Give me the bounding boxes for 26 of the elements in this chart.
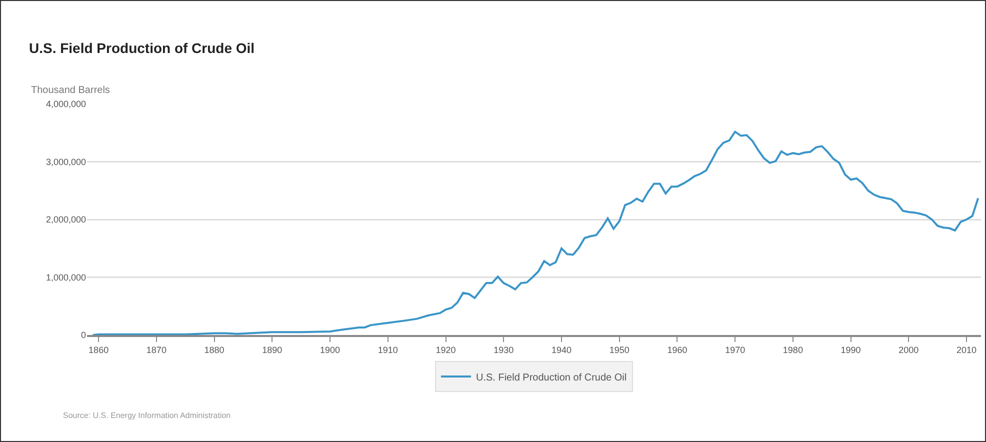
x-tick-label: 2000	[898, 344, 919, 355]
source-note: Source: U.S. Energy Information Administration	[63, 411, 231, 420]
x-tick-label: 1890	[262, 344, 282, 355]
x-tick-label: 1980	[782, 344, 803, 355]
x-tick-label: 1990	[840, 344, 861, 355]
x-tick-label: 1930	[494, 344, 514, 355]
line-series	[92, 130, 980, 335]
x-tick-label: 1900	[320, 344, 340, 355]
y-axis-title: Thousand Barrels	[31, 85, 110, 96]
y-tick-label: 1,000,000	[46, 272, 86, 282]
x-tick-label: 1880	[204, 344, 224, 355]
x-tick-label: 1950	[609, 344, 630, 355]
x-tick-label: 1970	[725, 344, 746, 355]
x-tick-label: 1870	[146, 344, 166, 355]
x-tick-label: 1860	[88, 344, 109, 355]
y-tick-label: 2,000,000	[46, 214, 86, 225]
x-tick-label: 1920	[436, 344, 456, 355]
y-tick-label: 0	[80, 330, 86, 340]
x-tick-label: 2010	[956, 344, 977, 355]
x-tick-label: 1960	[667, 344, 688, 355]
y-tick-label: 4,000,000	[46, 99, 86, 110]
x-tick-label: 1910	[378, 344, 398, 355]
y-tick-label: 3,000,000	[46, 156, 86, 167]
x-tick-label: 1940	[551, 344, 572, 355]
legend-label: U.S. Field Production of Crude Oil	[476, 372, 627, 384]
chart-title: U.S. Field Production of Crude Oil	[29, 40, 255, 56]
